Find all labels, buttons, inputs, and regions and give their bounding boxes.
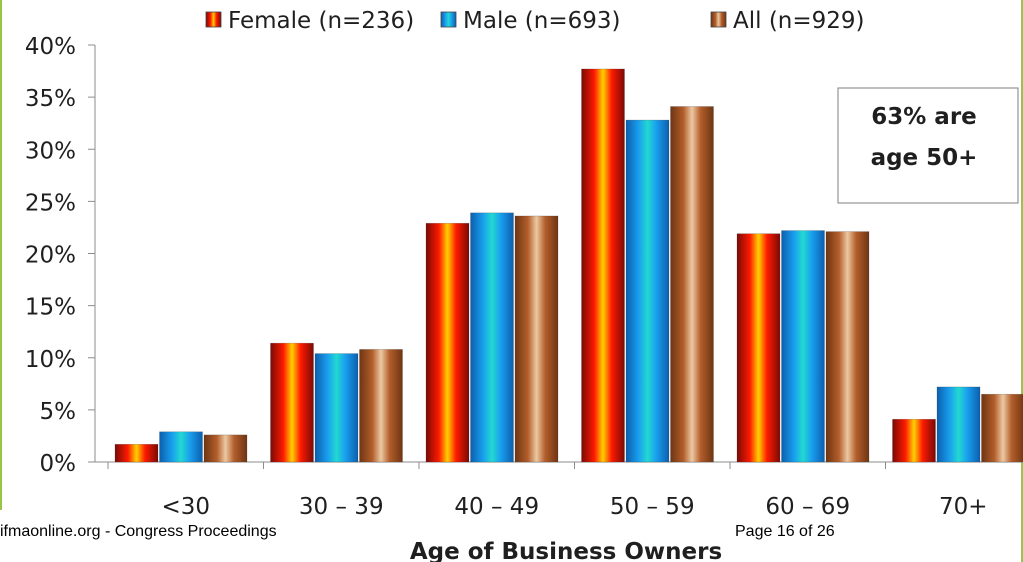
y-axis: 0% 5% 10% 15% 20% 25% 30% 35% 40% — [25, 34, 96, 477]
annotation-box: 63% are age 50+ — [837, 87, 1019, 204]
y-tick-label: 30% — [25, 138, 76, 164]
y-tick-label: 15% — [25, 295, 76, 321]
x-tick-label: 50 – 59 — [610, 494, 695, 520]
legend-swatch-male — [440, 11, 457, 28]
bars — [114, 68, 1023, 463]
y-tick-label: 40% — [25, 34, 76, 60]
bar-male-1 — [314, 353, 359, 463]
footer-page-number: Page 16 of 26 — [735, 523, 835, 540]
y-tick-label: 20% — [25, 243, 76, 269]
bar-all-3 — [670, 106, 714, 463]
bar-male-3 — [625, 119, 670, 463]
y-tick-label: 0% — [40, 451, 77, 477]
legend-swatch-female — [205, 11, 222, 28]
bar-female-2 — [425, 222, 470, 463]
bar-male-2 — [470, 212, 514, 463]
legend: Female (n=236) Male (n=693) All (n=929) — [205, 8, 865, 34]
x-tick-label: 30 – 39 — [299, 494, 384, 520]
bar-all-1 — [359, 349, 403, 463]
bar-female-0 — [114, 443, 159, 463]
x-axis-title: Age of Business Owners — [410, 539, 722, 562]
bar-male-4 — [781, 230, 825, 463]
legend-label-female: Female (n=236) — [228, 8, 414, 34]
right-border-rule — [1021, 0, 1023, 562]
bar-all-2 — [514, 215, 559, 463]
y-tick-label: 5% — [40, 399, 77, 425]
footer-source: ifmaonline.org - Congress Proceedings — [0, 523, 277, 540]
bar-female-4 — [736, 233, 781, 463]
legend-label-male: Male (n=693) — [463, 8, 621, 34]
bar-all-0 — [203, 434, 248, 463]
legend-label-all: All (n=929) — [733, 8, 865, 34]
x-tick-label: 70+ — [939, 494, 988, 520]
annotation-line-2: age 50+ — [871, 145, 978, 171]
bar-all-5 — [981, 393, 1023, 463]
bar-female-1 — [270, 342, 314, 463]
y-tick-label: 35% — [25, 86, 76, 112]
bar-male-0 — [159, 431, 203, 463]
x-axis: <30 30 – 39 40 – 49 50 – 59 60 – 69 70+ — [95, 461, 1023, 520]
bar-all-4 — [825, 231, 870, 463]
bar-male-5 — [936, 386, 981, 463]
x-tick-label: 40 – 49 — [454, 494, 539, 520]
x-tick-label: 60 – 69 — [765, 494, 850, 520]
x-tick-label: <30 — [161, 494, 210, 520]
y-tick-label: 25% — [25, 190, 76, 216]
legend-swatch-all — [710, 11, 727, 28]
bar-female-3 — [581, 68, 625, 463]
left-border-rule — [0, 0, 2, 510]
bar-female-5 — [892, 418, 936, 463]
annotation-frame — [837, 87, 1019, 204]
y-tick-label: 10% — [25, 347, 76, 373]
annotation-line-1: 63% are — [871, 104, 977, 130]
